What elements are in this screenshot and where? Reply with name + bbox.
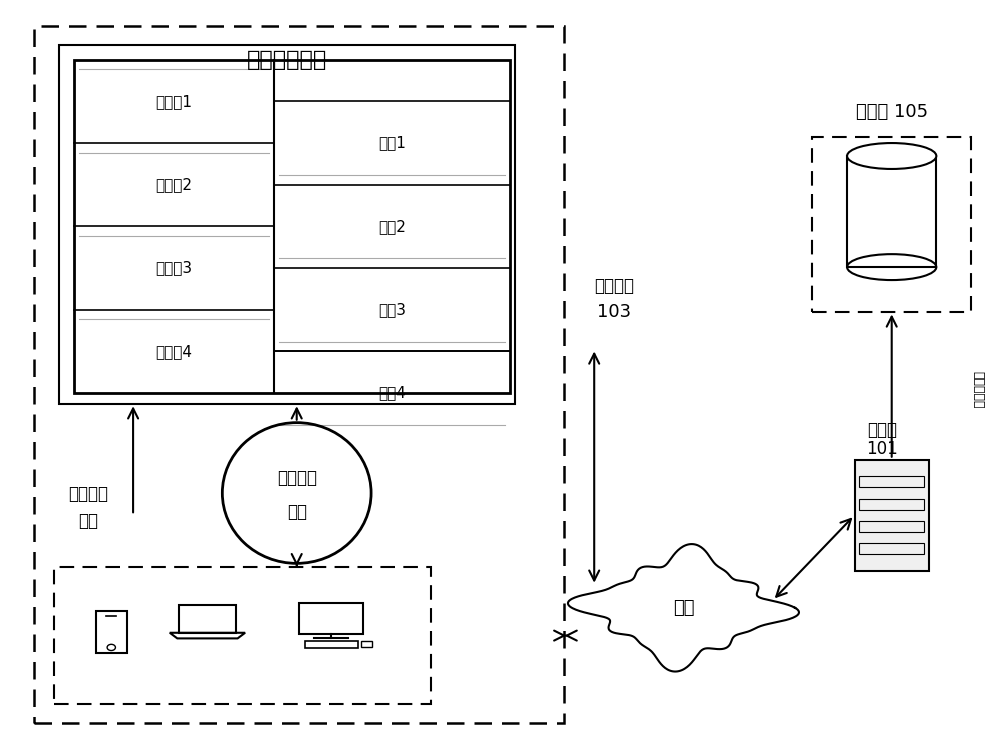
Text: 新条瘧4: 新条瘧4 [155, 344, 192, 359]
Text: 设备: 设备 [287, 503, 307, 521]
Text: 103: 103 [597, 303, 631, 321]
Bar [855, 460, 929, 571]
Bar [96, 611, 127, 652]
Text: 条瘧1: 条瘧1 [378, 136, 406, 151]
Bar [859, 476, 924, 488]
Text: 目标显示设备: 目标显示设备 [247, 49, 327, 70]
Text: 条瘧4: 条瘧4 [378, 386, 406, 401]
Bar [305, 640, 358, 648]
Text: 目标拍摄: 目标拍摄 [277, 469, 317, 487]
Text: 新条瘧3: 新条瘧3 [155, 261, 193, 276]
Bar [179, 604, 236, 633]
Bar [859, 521, 924, 532]
Text: 居民库地址: 居民库地址 [971, 371, 984, 408]
Text: 101: 101 [866, 440, 898, 458]
Bar [59, 45, 515, 404]
Bar [299, 603, 363, 634]
Text: 服务器: 服务器 [867, 421, 897, 439]
Bar [54, 567, 431, 704]
Ellipse shape [847, 143, 936, 169]
Bar [812, 138, 971, 312]
Text: 新条瘧1: 新条瘧1 [155, 94, 192, 109]
Text: 网络: 网络 [673, 598, 694, 617]
Text: 条瘧3: 条瘧3 [378, 302, 406, 317]
Polygon shape [568, 544, 799, 672]
Bar [361, 640, 372, 647]
Text: 目标处理: 目标处理 [68, 485, 108, 503]
Text: 终端设备: 终端设备 [594, 276, 634, 294]
Bar [74, 60, 510, 393]
Text: 条瘧2: 条瘧2 [378, 219, 406, 234]
Bar [859, 543, 924, 554]
Bar [34, 26, 564, 723]
Bar [847, 156, 936, 267]
Bar [859, 499, 924, 509]
Text: 新条瘧2: 新条瘧2 [155, 178, 192, 192]
Text: 数据库 105: 数据库 105 [856, 103, 928, 121]
Text: 设备: 设备 [78, 512, 98, 530]
